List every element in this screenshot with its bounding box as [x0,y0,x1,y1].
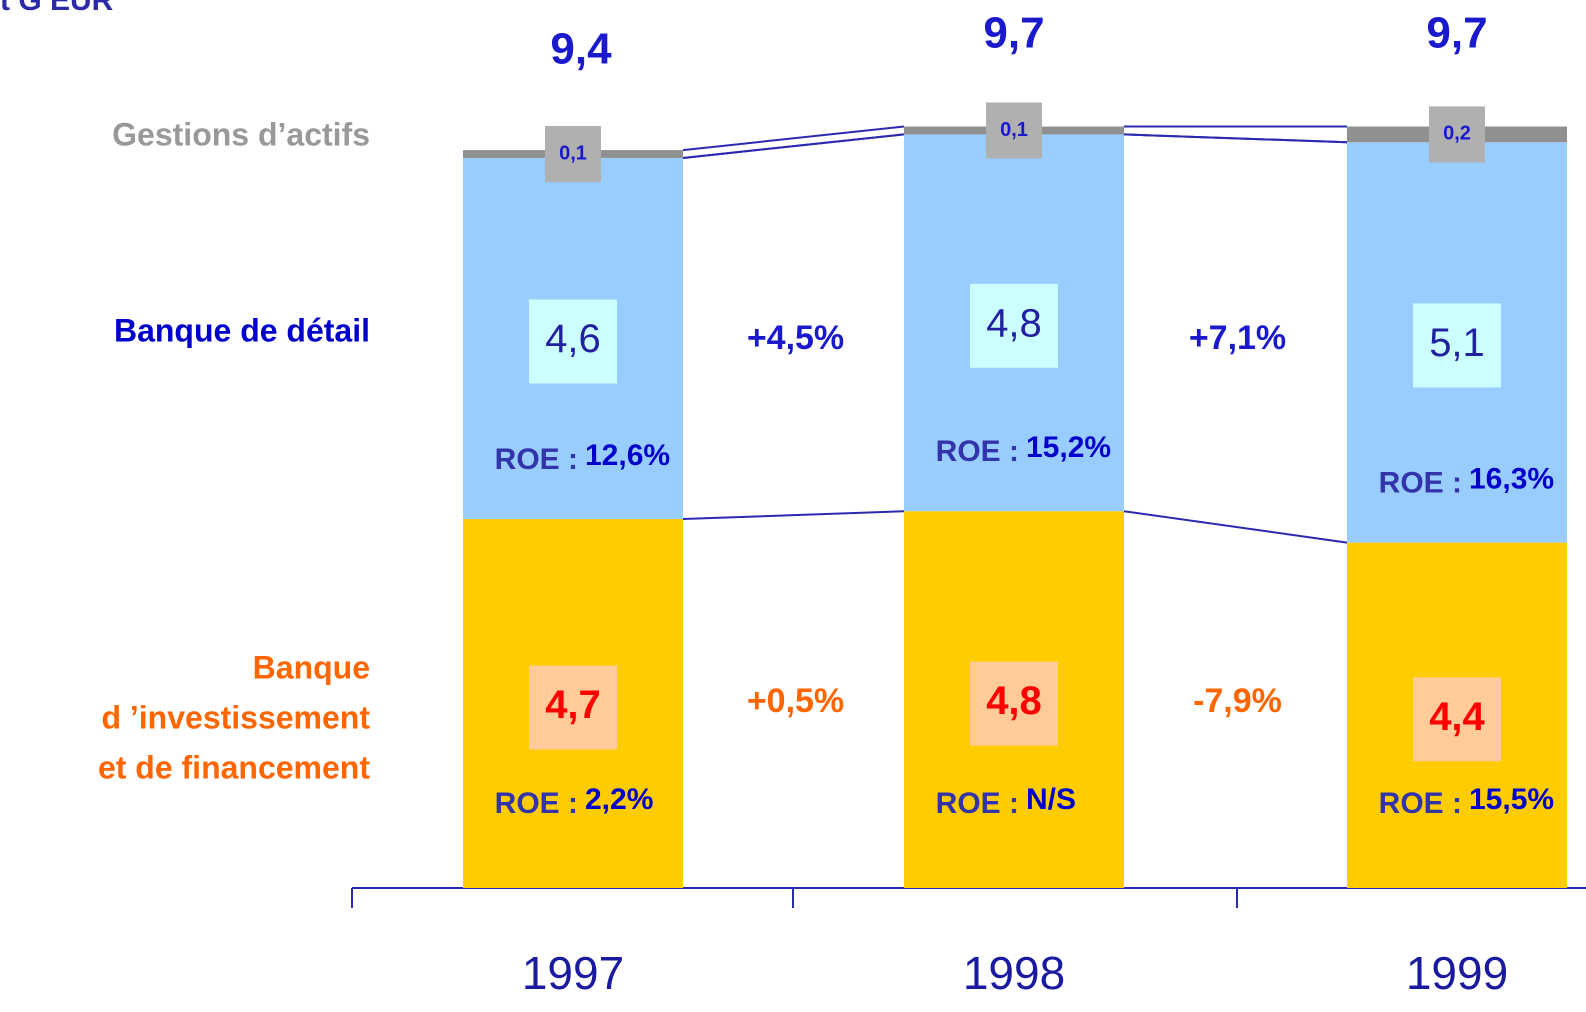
value-label-box [529,299,617,384]
roe-prefix: ROE : [936,787,1019,820]
roe-prefix: ROE : [1379,787,1462,820]
total-label: 9,4 [550,25,612,74]
total-label: 9,7 [983,9,1044,58]
roe-prefix: ROE : [936,435,1019,468]
connector [682,133,905,159]
chart-title: t G EUR [0,0,114,17]
connector [682,510,905,521]
value-label: 4,8 [986,301,1042,345]
connector [1123,133,1348,144]
series-label: d ’investissement [101,699,370,735]
value-label-box [1413,303,1501,388]
series-label: et de financement [98,749,370,785]
value-label: 4,8 [986,679,1042,723]
series-label: Gestions d’actifs [112,116,370,152]
series-label: Banque de détail [114,312,370,348]
roe-value: 15,2% [1026,431,1111,464]
connector [682,125,905,152]
roe-value: N/S [1026,783,1076,816]
growth-label: +7,1% [1189,319,1286,357]
roe-value: 15,5% [1469,783,1554,816]
x-tick-label: 1997 [522,947,624,999]
value-label: 5,1 [1429,321,1485,365]
x-tick-label: 1998 [963,947,1065,999]
value-label-box [1429,106,1485,163]
value-label: 0,1 [559,142,587,164]
growth-label: -7,9% [1193,682,1282,720]
roe-value: 16,3% [1469,463,1554,496]
value-label-box [970,283,1058,368]
value-label: 0,1 [1000,119,1028,141]
value-label: 0,2 [1443,123,1471,145]
value-label: 4,4 [1429,695,1485,739]
total-label: 9,7 [1426,9,1487,58]
value-label: 4,6 [545,317,601,361]
value-label-box [1413,677,1501,762]
value-label: 4,7 [545,683,601,727]
x-tick-label: 1999 [1406,947,1508,999]
roe-prefix: ROE : [495,787,578,820]
value-label-box [986,102,1042,159]
value-label-box [529,665,617,750]
value-label-box [545,126,601,183]
roe-value: 2,2% [585,783,653,816]
roe-value: 12,6% [585,439,670,472]
series-label: Banque [253,649,370,685]
roe-prefix: ROE : [495,443,578,476]
growth-label: +4,5% [747,319,844,357]
value-label-box [970,661,1058,746]
roe-prefix: ROE : [1379,467,1462,500]
connector [1123,510,1348,544]
growth-label: +0,5% [747,682,844,720]
